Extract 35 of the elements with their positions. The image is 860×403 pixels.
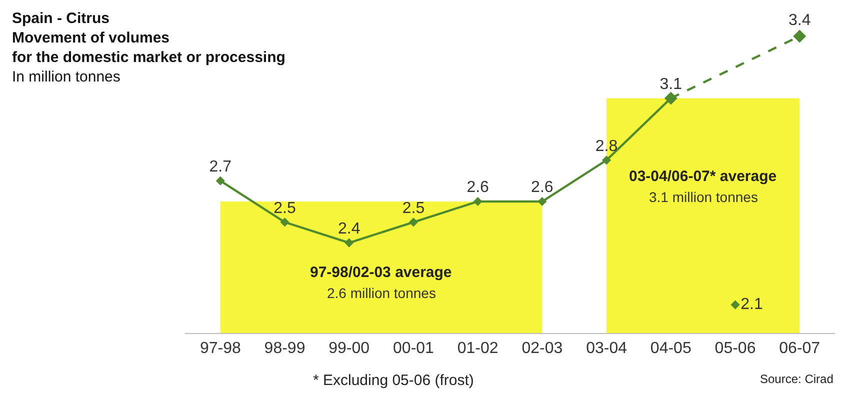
x-tick-label: 04-05 [650,340,692,358]
annotation: Source: Cirad [760,372,834,386]
x-tick-label: 05-06 [714,340,756,358]
data-label: 2.8 [595,138,618,155]
point [602,156,612,165]
x-tick-label: 99-00 [328,340,370,358]
chart-title: Spain - Citrus Movement of volumes for the domestic market or processing [12,10,286,66]
data-label: 2.5 [402,200,425,217]
point [538,196,547,206]
series-label: 97-98/02-03 average [310,264,452,281]
series-label: 03-04/06-07* average [629,168,777,185]
annotation: * Excluding 05-06 (frost) [313,372,474,389]
x-tick-label: 97-98 [200,340,241,358]
data-label: 2.4 [338,220,360,238]
data-label: 3.4 [788,12,811,29]
data-label: 3.1 [660,76,682,93]
x-tick-label: 03-04 [586,340,628,358]
data-label: 2.6 [531,179,554,196]
x-tick-label: 02-03 [522,340,563,358]
data-label: 2.7 [209,158,232,176]
point [280,218,290,227]
data-label: 2.5 [274,200,296,217]
x-tick-label: 00-01 [393,340,434,358]
annotation: 3.1 million tonnes [649,189,758,205]
x-tick-label: 98-99 [264,340,306,358]
x-tick-label: 06-07 [779,340,820,358]
x-tick-label: 01-02 [457,340,498,358]
point [473,196,482,206]
point [344,238,354,248]
point [408,218,418,227]
annotation: 2.6 million tonnes [327,285,436,301]
point [216,176,225,186]
data-label: 2.6 [466,179,490,196]
data-label: 2.1 [740,296,763,313]
text: In million tonnes [12,68,120,86]
